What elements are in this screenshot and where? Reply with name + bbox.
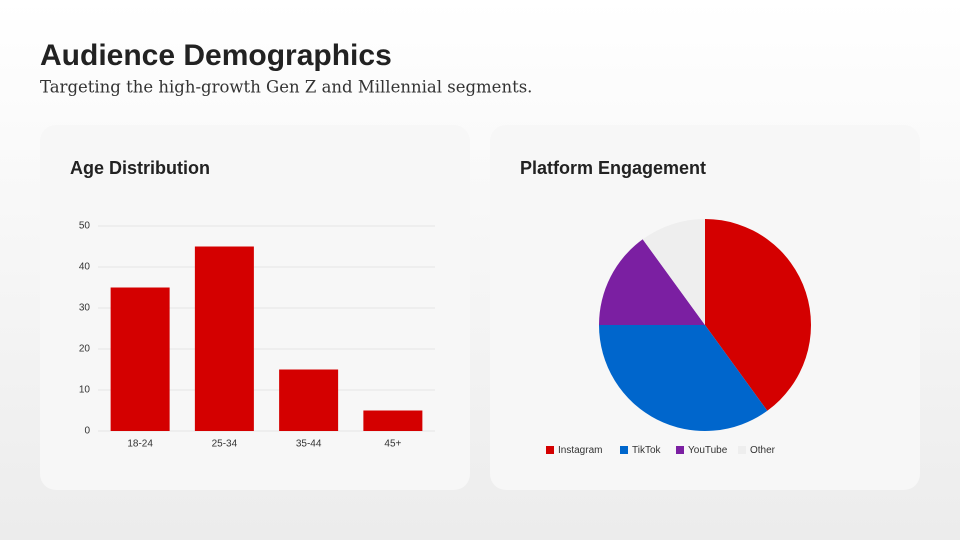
bar <box>110 287 170 431</box>
bar <box>363 410 423 431</box>
pie-slice <box>705 219 811 411</box>
y-tick-label: 0 <box>84 426 90 437</box>
y-tick-label: 20 <box>79 344 91 355</box>
y-tick-label: 40 <box>79 262 91 273</box>
pie-slice <box>642 219 705 325</box>
y-tick-label: 10 <box>79 385 91 396</box>
x-tick-label: 35-44 <box>296 439 322 450</box>
bar <box>279 369 339 431</box>
x-tick-label: 18-24 <box>127 439 153 450</box>
bar <box>194 246 254 431</box>
x-tick-label: 45+ <box>384 439 401 450</box>
chart-title: Age Distribution <box>70 158 210 178</box>
legend-label: Other <box>750 445 776 456</box>
slide-title: Audience Demographics <box>40 39 392 72</box>
legend-label: YouTube <box>688 445 728 456</box>
legend-swatch <box>546 446 554 454</box>
pie-slice <box>599 239 705 325</box>
legend-swatch <box>620 446 628 454</box>
y-tick-label: 30 <box>79 303 91 314</box>
legend-label: Instagram <box>558 445 602 456</box>
slide-subtitle: Targeting the high-growth Gen Z and Mill… <box>40 78 532 97</box>
legend-swatch <box>738 446 746 454</box>
legend-label: TikTok <box>632 445 662 456</box>
x-tick-label: 25-34 <box>212 439 238 450</box>
legend-swatch <box>676 446 684 454</box>
pie-slice <box>599 325 768 431</box>
chart-title: Platform Engagement <box>520 158 706 178</box>
y-tick-label: 50 <box>79 221 91 232</box>
